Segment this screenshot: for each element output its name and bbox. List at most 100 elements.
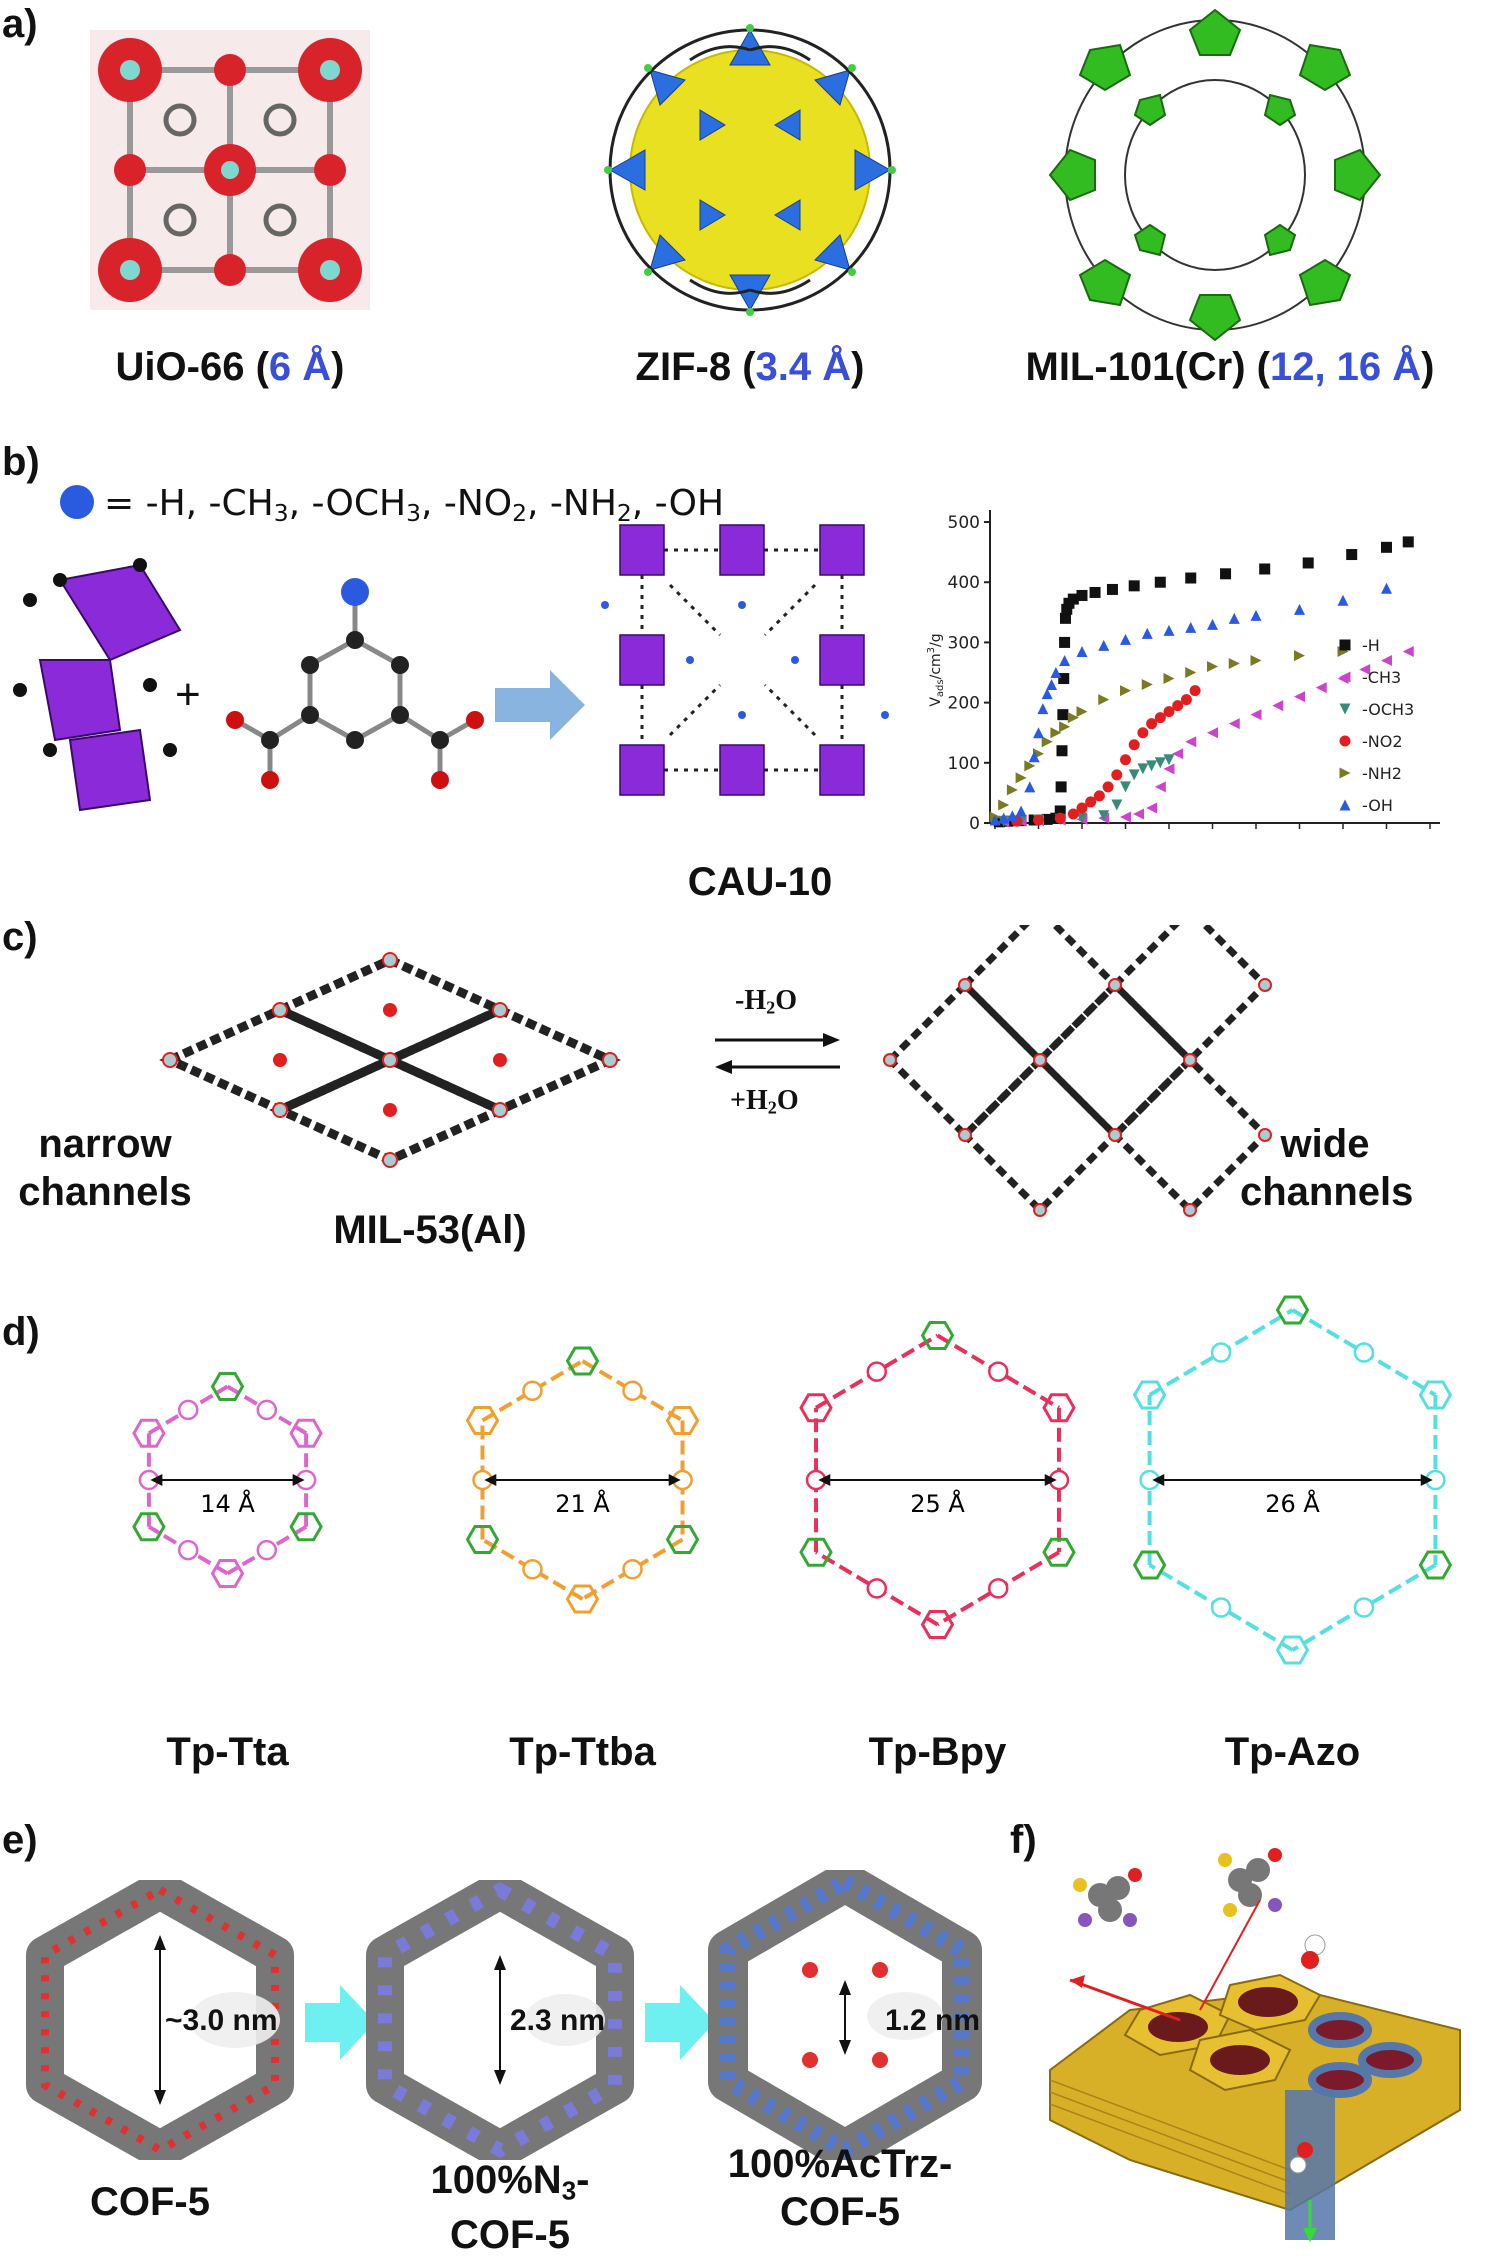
cau10-caption: CAU-10 bbox=[687, 860, 833, 904]
chart-point bbox=[1128, 739, 1140, 751]
cof-node bbox=[465, 1525, 500, 1554]
cof-node bbox=[1042, 1537, 1076, 1567]
cau10-structure bbox=[601, 524, 889, 796]
chart-point bbox=[1098, 810, 1110, 822]
chart-y-label: Vads/cm3/g bbox=[926, 633, 946, 706]
chart-point bbox=[1259, 563, 1271, 575]
substituent-sub-7: 2 bbox=[616, 498, 632, 527]
actrz-caption-line2: COF-5 bbox=[780, 2190, 900, 2234]
panel-label-a: a) bbox=[2, 2, 38, 46]
pore-arrow-head bbox=[1152, 1474, 1165, 1486]
uio66-pore: 6 Å bbox=[268, 345, 332, 389]
chart-point bbox=[1093, 790, 1105, 802]
cof-linker-ring bbox=[987, 1578, 1009, 1599]
chart-point bbox=[1146, 802, 1158, 814]
chart-point bbox=[1228, 718, 1240, 730]
cof-linker-ring bbox=[1353, 1597, 1375, 1618]
chart-point bbox=[1163, 706, 1175, 718]
cof-tp-bpy: 25 Å Tp-Bpy bbox=[770, 1290, 1125, 1774]
legend-marker bbox=[1339, 799, 1351, 811]
legend-marker bbox=[1339, 639, 1351, 651]
panel-label-e: e) bbox=[2, 1818, 38, 1862]
chart-point bbox=[1111, 769, 1123, 781]
cyan-arrow-1 bbox=[305, 1985, 375, 2060]
actrz-cof5-model bbox=[708, 1870, 982, 2160]
n3-cof5-caption: 100%N3- COF-5 bbox=[400, 2158, 620, 2257]
chart-point bbox=[1015, 772, 1027, 784]
chart-point bbox=[1120, 754, 1131, 766]
chart-point bbox=[1058, 673, 1070, 685]
mil101-pore: 12, 16 Å bbox=[1269, 345, 1422, 389]
chart-point bbox=[1185, 621, 1197, 633]
narrow-line1: narrow bbox=[38, 1122, 172, 1166]
cof-linker-ring bbox=[177, 1399, 199, 1421]
adsorption-isotherm-chart: Vads/cm3/g 0 100 200 300 400 500 -H -CH3 -OCH3 -… bbox=[926, 510, 1440, 834]
cof-node bbox=[132, 1512, 166, 1542]
pore-arrow-head bbox=[484, 1474, 497, 1486]
honeycomb-membrane-illustration bbox=[1049, 1848, 1461, 2242]
cof-node bbox=[565, 1584, 600, 1614]
chart-point bbox=[1054, 805, 1066, 817]
chart-point bbox=[1315, 682, 1327, 694]
chart-point bbox=[1146, 760, 1158, 772]
legend-marker bbox=[1339, 703, 1351, 715]
hydrate-text: +H bbox=[730, 1085, 768, 1116]
chart-point bbox=[1207, 727, 1218, 739]
chart-point bbox=[1250, 609, 1262, 621]
backward-arrow-icon bbox=[715, 1060, 840, 1074]
panel-label-f: f) bbox=[1010, 1818, 1037, 1862]
mil101-close: ) bbox=[1421, 345, 1435, 389]
pore-arrow-head bbox=[1420, 1474, 1433, 1486]
cof-node bbox=[799, 1393, 833, 1423]
chart-y-tick-label: 500 bbox=[948, 513, 980, 533]
chart-point bbox=[1102, 781, 1114, 793]
substituent-text-6: , -NH bbox=[527, 483, 617, 524]
chart-y-tick-label: 300 bbox=[948, 633, 980, 653]
cof-node bbox=[1132, 1550, 1167, 1580]
chart-point bbox=[1272, 700, 1284, 712]
pore-size-label: 21 Å bbox=[555, 1489, 610, 1518]
chart-point bbox=[1067, 808, 1079, 820]
chart-point bbox=[1033, 814, 1044, 826]
chart-point bbox=[1189, 685, 1201, 697]
legend-label: -OH bbox=[1362, 796, 1393, 815]
pore-arrow-head bbox=[818, 1474, 831, 1486]
chart-point bbox=[1050, 667, 1062, 679]
chart-point bbox=[1055, 781, 1067, 793]
chart-point bbox=[1228, 612, 1240, 624]
zif8-caption: ZIF-8 (3.4 Å) bbox=[600, 345, 900, 390]
cof-node bbox=[799, 1537, 833, 1567]
chart-point bbox=[1163, 763, 1175, 775]
chart-point bbox=[1098, 694, 1110, 706]
pore-arrow-head bbox=[292, 1474, 305, 1486]
cof-linker-ring bbox=[256, 1539, 278, 1561]
chart-point bbox=[1076, 589, 1088, 601]
chart-point bbox=[1294, 603, 1305, 615]
cof-tp-azo: 26 Å Tp-Azo bbox=[1125, 1290, 1480, 1774]
cof-hexagon-3: 26 Å bbox=[1132, 1295, 1453, 1665]
legend-label: -CH3 bbox=[1362, 668, 1401, 687]
chart-point bbox=[1067, 593, 1079, 605]
chart-point bbox=[998, 799, 1010, 811]
legend-marker bbox=[1339, 767, 1351, 779]
chart-y-tick-label: 200 bbox=[948, 694, 980, 714]
pore-size-label: 14 Å bbox=[200, 1489, 255, 1518]
pore-size-label: 25 Å bbox=[910, 1489, 965, 1518]
pore-arrow-head bbox=[150, 1474, 163, 1486]
chart-y-tick-label: 0 bbox=[969, 814, 980, 834]
hydrate-label: +H2O bbox=[730, 1085, 799, 1119]
mil101-structure bbox=[1048, 8, 1382, 342]
cof-hexagon-2: 25 Å bbox=[799, 1321, 1076, 1639]
chart-point bbox=[1061, 603, 1073, 615]
chart-point bbox=[1046, 679, 1058, 691]
actrz-pore-label: 1.2 nm bbox=[885, 2004, 981, 2037]
chart-point bbox=[1041, 813, 1053, 825]
uio66-close: ) bbox=[331, 345, 345, 389]
chart-point bbox=[1041, 688, 1053, 700]
chart-point bbox=[1207, 661, 1218, 672]
chart-point bbox=[998, 812, 1010, 824]
cof-hexagon-0: 14 Å bbox=[132, 1372, 323, 1588]
hydrate-end: O bbox=[776, 1085, 799, 1116]
chart-point bbox=[1154, 712, 1166, 724]
cof-node bbox=[920, 1610, 955, 1639]
